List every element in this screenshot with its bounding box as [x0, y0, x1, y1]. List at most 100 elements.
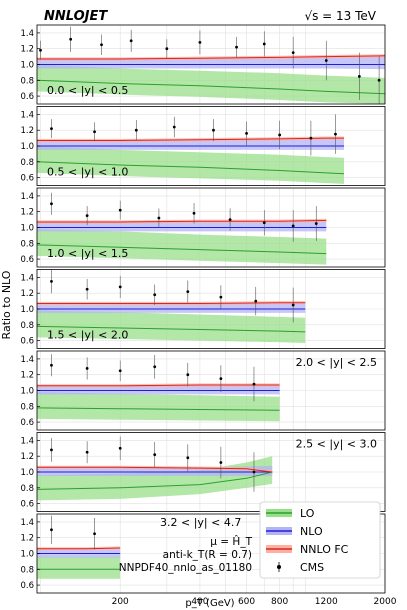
cms-point [118, 446, 122, 450]
cms-point [291, 303, 295, 307]
cms-point [172, 125, 176, 129]
line-lo [36, 79, 386, 95]
cms-point [324, 59, 328, 62]
cms-point [186, 290, 190, 294]
cms-point [157, 216, 161, 220]
cms-point [93, 532, 96, 536]
x-tick-label: 400 [191, 597, 208, 607]
cms-point [153, 293, 157, 297]
cms-point [50, 279, 53, 283]
cms-point [291, 224, 295, 228]
panel-4: 0.6 0.8 1.0 1.2 1.4 1.5 < |y| < 2.0 [20, 269, 386, 349]
line-lo [36, 471, 273, 490]
x-tick-label: 2000 [374, 597, 397, 607]
y-tick-label: 1.4 [20, 355, 34, 365]
y-tick-label: 1.2 [20, 289, 34, 299]
y-tick-label: 1.0 [20, 224, 34, 234]
cms-point [278, 133, 282, 137]
x-tick-label: 600 [238, 597, 255, 607]
cms-point [252, 470, 256, 474]
cms-point [153, 365, 157, 369]
cms-point [212, 128, 215, 132]
cms-point [219, 377, 223, 381]
cms-point [153, 453, 157, 457]
line-nnlo-fc [37, 219, 327, 223]
line-lo [36, 161, 345, 175]
y-tick-label: 1.4 [20, 192, 34, 202]
y-tick-label: 0.6 [20, 337, 34, 347]
cms-point [357, 74, 361, 78]
legend-label: NLO [300, 525, 323, 538]
cms-point [50, 127, 53, 131]
cms-point [50, 528, 53, 532]
panel-2: 0.6 0.8 1.0 1.2 1.4 0.5 < |y| < 1.0 [20, 106, 386, 186]
panel-1: 0.6 0.8 1.0 1.2 1.4 0.0 < |y| < 0.5 [20, 24, 386, 105]
energy-label: √s = 13 TeV [304, 9, 376, 23]
cms-point [262, 42, 266, 46]
band-nlo [37, 221, 327, 232]
cms-point [309, 136, 313, 140]
y-tick-label: 0.8 [20, 158, 34, 168]
y-tick-label: 1.4 [20, 436, 34, 446]
panel-label: 3.2 < |y| < 4.7 [160, 516, 241, 529]
y-tick-label: 0.6 [20, 418, 34, 428]
y-tick-label: 0.6 [20, 92, 34, 102]
cms-point [219, 295, 223, 299]
cms-point [245, 131, 248, 135]
cms-point [129, 39, 133, 43]
panel-6: 0.6 0.8 1.0 1.2 1.4 2.5 < |y| < 3.0 [20, 432, 386, 512]
x-tick-label: 1200 [315, 597, 338, 607]
band-lo [37, 392, 280, 422]
cms-point [377, 78, 381, 82]
line-nnlo-fc [37, 55, 386, 60]
panel-label: 2.5 < |y| < 3.0 [296, 438, 377, 451]
cms-point [134, 128, 138, 132]
legend-box [259, 501, 381, 579]
y-tick-label: 1.0 [20, 550, 34, 560]
cms-point [50, 363, 53, 367]
legend-note: μ = Ĥ_T [210, 535, 252, 548]
cms-point [262, 221, 266, 225]
y-tick-label: 0.8 [20, 321, 34, 331]
y-tick-label: 1.2 [20, 45, 34, 55]
line-lo [36, 325, 306, 333]
cms-point [192, 211, 196, 215]
band-lo [37, 456, 273, 501]
cms-point [165, 47, 169, 51]
y-tick-label: 0.6 [20, 174, 34, 184]
band-lo [37, 146, 344, 184]
line-lo [36, 407, 280, 411]
y-tick-label: 1.2 [20, 208, 34, 218]
y-tick-label: 1.2 [20, 371, 34, 381]
cms-point [50, 202, 53, 206]
cms-point [50, 448, 53, 452]
panel-5: 0.6 0.8 1.0 1.2 1.4 2.0 < |y| < 2.5 [20, 350, 386, 431]
y-tick-label: 0.8 [20, 76, 34, 86]
cms-point [254, 299, 258, 303]
y-tick-label: 0.6 [20, 500, 34, 510]
cms-point [118, 369, 122, 373]
cms-point [118, 285, 122, 289]
legend-label: NNLO FC [300, 543, 349, 556]
cms-point [118, 208, 122, 212]
band-nlo [37, 303, 306, 313]
legend-label: LO [300, 507, 315, 520]
panel-label: 1.0 < |y| < 1.5 [47, 247, 128, 260]
panel-label: 0.0 < |y| < 0.5 [47, 84, 128, 97]
y-tick-label: 0.8 [20, 402, 34, 412]
band-lo [37, 556, 121, 579]
y-tick-label: 1.2 [20, 126, 34, 136]
y-tick-label: 0.6 [20, 581, 34, 591]
line-lo [36, 244, 327, 255]
line-nnlo-fc [37, 547, 121, 550]
legend-point [277, 565, 281, 569]
y-tick-label: 1.0 [20, 142, 34, 152]
panel-label: 1.5 < |y| < 2.0 [47, 329, 128, 342]
cms-point [39, 48, 42, 52]
y-tick-label: 1.2 [20, 534, 34, 544]
y-tick-label: 1.0 [20, 61, 34, 71]
y-tick-label: 1.0 [20, 387, 34, 397]
cms-point [291, 51, 295, 55]
panel-label: 2.0 < |y| < 2.5 [296, 356, 377, 369]
cms-point [219, 461, 223, 464]
